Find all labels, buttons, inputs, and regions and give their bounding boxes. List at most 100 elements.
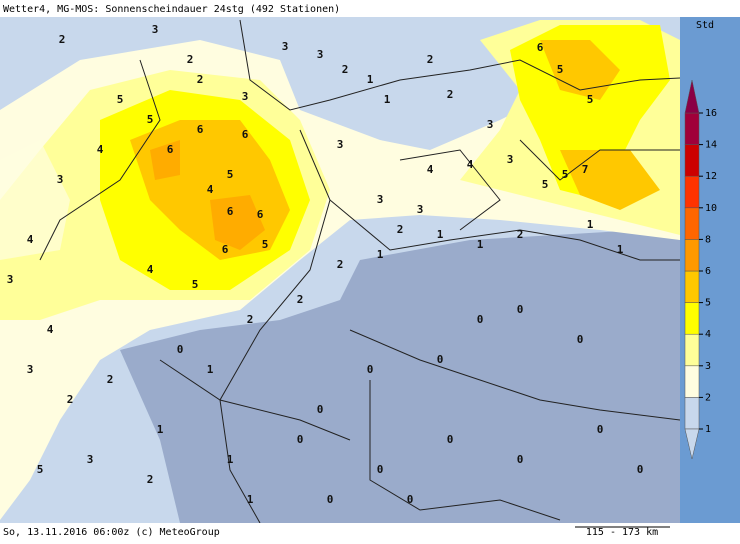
legend-band bbox=[684, 397, 700, 430]
legend-above bbox=[684, 79, 700, 114]
station-value: 6 bbox=[222, 243, 229, 256]
station-value: 5 bbox=[542, 178, 549, 191]
station-value: 3 bbox=[487, 118, 494, 131]
zone-6-8 bbox=[150, 140, 265, 250]
station-value: 2 bbox=[247, 313, 254, 326]
station-value: 3 bbox=[27, 363, 34, 376]
legend-tick-label: 2 bbox=[705, 392, 711, 403]
station-value: 0 bbox=[177, 343, 184, 356]
station-value: 2 bbox=[107, 373, 114, 386]
station-value: 4 bbox=[207, 183, 214, 196]
station-value: 2 bbox=[397, 223, 404, 236]
border bbox=[159, 359, 351, 441]
legend-band bbox=[684, 207, 700, 240]
station-value: 0 bbox=[327, 493, 334, 506]
station-value: 3 bbox=[337, 138, 344, 151]
station-value: 1 bbox=[367, 73, 374, 86]
station-value: 1 bbox=[227, 453, 234, 466]
title: Wetter4, MG-MOS: Sonnenscheindauer 24stg… bbox=[3, 4, 340, 15]
station-value: 5 bbox=[227, 168, 234, 181]
station-value: 3 bbox=[7, 273, 14, 286]
station-value: 2 bbox=[147, 473, 154, 486]
station-value: 1 bbox=[207, 363, 214, 376]
legend-band bbox=[684, 112, 700, 145]
legend-tick-label: 8 bbox=[705, 234, 711, 245]
station-value: 6 bbox=[197, 123, 204, 136]
station-value: 3 bbox=[57, 173, 64, 186]
station-value: 3 bbox=[282, 40, 289, 53]
station-value: 2 bbox=[517, 228, 524, 241]
station-value: 2 bbox=[337, 258, 344, 271]
legend-tick-label: 3 bbox=[705, 361, 711, 372]
zone-below-1 bbox=[120, 230, 680, 523]
scale-label: 115 - 173 km bbox=[586, 527, 658, 538]
station-value: 2 bbox=[59, 33, 66, 46]
station-value: 0 bbox=[637, 463, 644, 476]
station-value: 4 bbox=[427, 163, 434, 176]
legend-band bbox=[684, 365, 700, 398]
zone-4-5-east bbox=[510, 25, 670, 200]
station-value: 6 bbox=[167, 143, 174, 156]
station-value: 5 bbox=[557, 63, 564, 76]
station-value: 1 bbox=[617, 243, 624, 256]
station-value: 5 bbox=[37, 463, 44, 476]
legend-band bbox=[684, 270, 700, 303]
legend-tick-label: 1 bbox=[705, 424, 711, 435]
station-value: 0 bbox=[517, 453, 524, 466]
station-value: 2 bbox=[197, 73, 204, 86]
station-value: 1 bbox=[377, 248, 384, 261]
station-value: 3 bbox=[417, 203, 424, 216]
coast bbox=[39, 59, 161, 261]
legend-tick-label: 6 bbox=[705, 266, 711, 277]
legend-band bbox=[684, 239, 700, 272]
station-value: 0 bbox=[447, 433, 454, 446]
border bbox=[329, 199, 680, 261]
station-value: 0 bbox=[407, 493, 414, 506]
station-value: 6 bbox=[227, 205, 234, 218]
station-value: 6 bbox=[257, 208, 264, 221]
legend-band bbox=[684, 175, 700, 209]
legend-tick-label: 10 bbox=[705, 203, 717, 214]
legend-below bbox=[684, 428, 700, 460]
station-value: 3 bbox=[317, 48, 324, 61]
station-value: 3 bbox=[377, 193, 384, 206]
station-value: 2 bbox=[67, 393, 74, 406]
coast bbox=[239, 19, 681, 111]
station-value: 1 bbox=[247, 493, 254, 506]
station-value: 2 bbox=[447, 88, 454, 101]
station-value: 2 bbox=[427, 53, 434, 66]
station-value: 0 bbox=[377, 463, 384, 476]
station-value: 0 bbox=[367, 363, 374, 376]
station-value: 0 bbox=[597, 423, 604, 436]
station-value: 5 bbox=[192, 278, 199, 291]
legend-tick-label: 4 bbox=[705, 329, 711, 340]
station-value: 1 bbox=[477, 238, 484, 251]
station-value: 4 bbox=[147, 263, 154, 276]
station-value: 0 bbox=[297, 433, 304, 446]
station-value: 4 bbox=[47, 323, 54, 336]
legend-unit: Std bbox=[696, 20, 714, 31]
station-value: 4 bbox=[467, 158, 474, 171]
station-value: 1 bbox=[587, 218, 594, 231]
legend-tick-label: 5 bbox=[705, 298, 711, 309]
footer-text: So, 13.11.2016 06:00z (c) MeteoGroup bbox=[3, 527, 220, 538]
station-value: 0 bbox=[437, 353, 444, 366]
station-value: 3 bbox=[152, 23, 159, 36]
station-value: 6 bbox=[242, 128, 249, 141]
station-value: 3 bbox=[87, 453, 94, 466]
border bbox=[399, 139, 680, 231]
legend-band bbox=[684, 144, 700, 177]
station-value: 5 bbox=[262, 238, 269, 251]
station-value: 5 bbox=[562, 168, 569, 181]
station-value: 2 bbox=[187, 53, 194, 66]
station-value: 0 bbox=[517, 303, 524, 316]
border bbox=[349, 329, 681, 521]
station-value: 4 bbox=[27, 233, 34, 246]
zone-5-6-east bbox=[540, 40, 660, 210]
footer-bar bbox=[0, 523, 740, 540]
station-value: 6 bbox=[537, 41, 544, 54]
legend-band bbox=[684, 333, 700, 367]
